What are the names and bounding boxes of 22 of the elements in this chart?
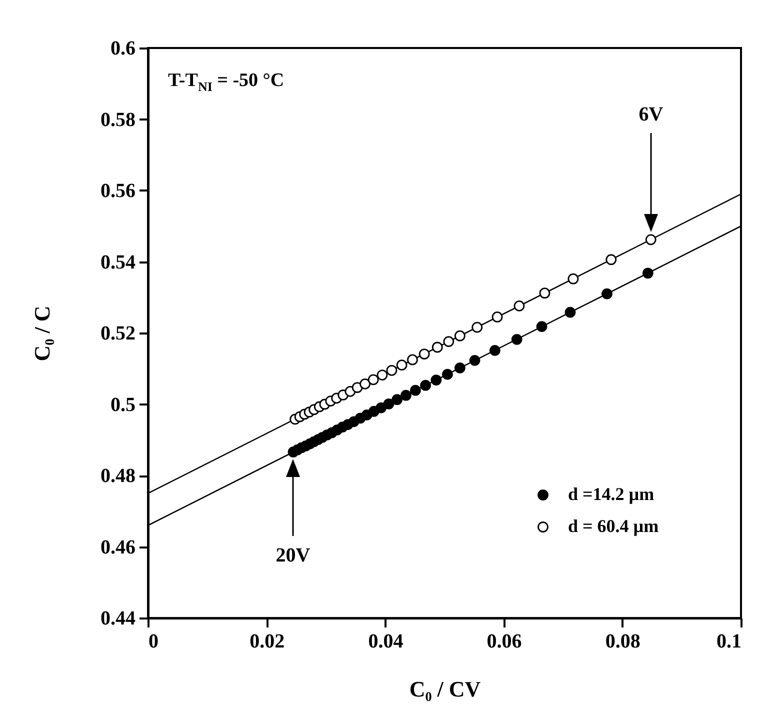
annotation: 6V	[638, 104, 664, 126]
x-axis-title: C₀ / CV	[409, 676, 481, 702]
y-tick-label: 0.54	[100, 251, 136, 274]
legend-label: d = 60.4 µm	[568, 516, 659, 536]
y-tick-label: 0.6	[110, 38, 136, 60]
x-tick-label: 0.06	[486, 630, 522, 652]
x-tick-label: 0.08	[605, 630, 640, 652]
legend-label: d =14.2 µm	[568, 484, 654, 504]
y-tick-label: 0.44	[100, 608, 136, 630]
y-tick-label: 0.56	[100, 180, 136, 202]
y-tick-label: 0.58	[100, 108, 136, 131]
y-tick-label: 0.52	[100, 322, 136, 344]
y-axis-title: C₀ / C	[30, 306, 54, 362]
annotation: 20V	[276, 544, 310, 568]
x-tick-label: 0.02	[250, 630, 285, 652]
annotation: T-T$_{NI}$ = -50 °C	[168, 70, 284, 95]
x-tick-label: 0.04	[368, 630, 404, 652]
y-tick-label: 0.48	[100, 465, 136, 487]
x-tick-label: 0.1	[716, 630, 742, 652]
y-tick-label: 0.5	[110, 394, 136, 416]
y-tick-label: 0.46	[100, 536, 136, 558]
x-tick-label: 0	[148, 630, 158, 652]
